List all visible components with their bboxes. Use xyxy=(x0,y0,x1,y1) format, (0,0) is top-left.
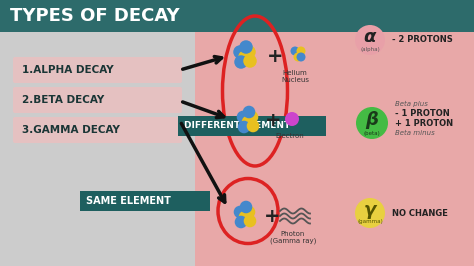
Text: Electron: Electron xyxy=(275,133,304,139)
Text: Photon
(Gamma ray): Photon (Gamma ray) xyxy=(270,231,316,244)
Text: +: + xyxy=(265,111,281,131)
FancyBboxPatch shape xyxy=(178,116,326,136)
Text: Beta plus: Beta plus xyxy=(395,101,428,107)
Polygon shape xyxy=(195,0,474,266)
Text: + 1 PROTON: + 1 PROTON xyxy=(395,118,453,127)
Circle shape xyxy=(297,52,306,61)
Circle shape xyxy=(240,201,252,213)
FancyBboxPatch shape xyxy=(0,0,474,32)
Circle shape xyxy=(235,216,247,228)
FancyBboxPatch shape xyxy=(13,87,182,113)
Circle shape xyxy=(237,111,249,123)
Circle shape xyxy=(243,106,255,118)
Circle shape xyxy=(237,121,250,133)
FancyBboxPatch shape xyxy=(80,191,210,211)
Circle shape xyxy=(355,25,385,55)
Text: γ: γ xyxy=(364,201,376,219)
Text: (alpha): (alpha) xyxy=(360,48,380,52)
Circle shape xyxy=(246,120,259,132)
Circle shape xyxy=(239,211,251,223)
Text: - 2 PROTONS: - 2 PROTONS xyxy=(392,35,453,44)
Text: β: β xyxy=(365,111,378,129)
Text: - 1 PROTON: - 1 PROTON xyxy=(395,109,450,118)
Circle shape xyxy=(285,112,299,126)
Circle shape xyxy=(356,107,388,139)
Circle shape xyxy=(297,47,306,56)
Circle shape xyxy=(243,206,255,218)
Text: Helium
Nucleus: Helium Nucleus xyxy=(281,70,309,83)
Circle shape xyxy=(233,45,247,59)
Circle shape xyxy=(242,45,256,59)
Text: DIFFERENT ELEMENT: DIFFERENT ELEMENT xyxy=(184,122,290,131)
Circle shape xyxy=(234,206,246,218)
Text: (beta): (beta) xyxy=(364,131,380,135)
Text: α: α xyxy=(364,28,376,46)
Circle shape xyxy=(355,198,385,228)
Text: 1.ALPHA DECAY: 1.ALPHA DECAY xyxy=(22,65,114,75)
Text: 3.GAMMA DECAY: 3.GAMMA DECAY xyxy=(22,125,120,135)
Text: NO CHANGE: NO CHANGE xyxy=(392,209,448,218)
Circle shape xyxy=(238,50,252,64)
Circle shape xyxy=(234,55,248,69)
Circle shape xyxy=(239,40,253,54)
Circle shape xyxy=(242,116,254,128)
Circle shape xyxy=(246,111,258,123)
Text: Beta minus: Beta minus xyxy=(395,130,435,136)
Text: SAME ELEMENT: SAME ELEMENT xyxy=(86,196,171,206)
Text: 2.BETA DECAY: 2.BETA DECAY xyxy=(22,95,104,105)
Text: +: + xyxy=(264,206,280,226)
Circle shape xyxy=(293,52,302,61)
FancyBboxPatch shape xyxy=(13,57,182,83)
Circle shape xyxy=(243,54,257,68)
Text: TYPES OF DECAY: TYPES OF DECAY xyxy=(10,7,180,25)
Text: +: + xyxy=(267,47,283,65)
Text: (gamma): (gamma) xyxy=(357,219,383,225)
Circle shape xyxy=(244,215,256,227)
FancyBboxPatch shape xyxy=(13,117,182,143)
Circle shape xyxy=(291,47,300,56)
